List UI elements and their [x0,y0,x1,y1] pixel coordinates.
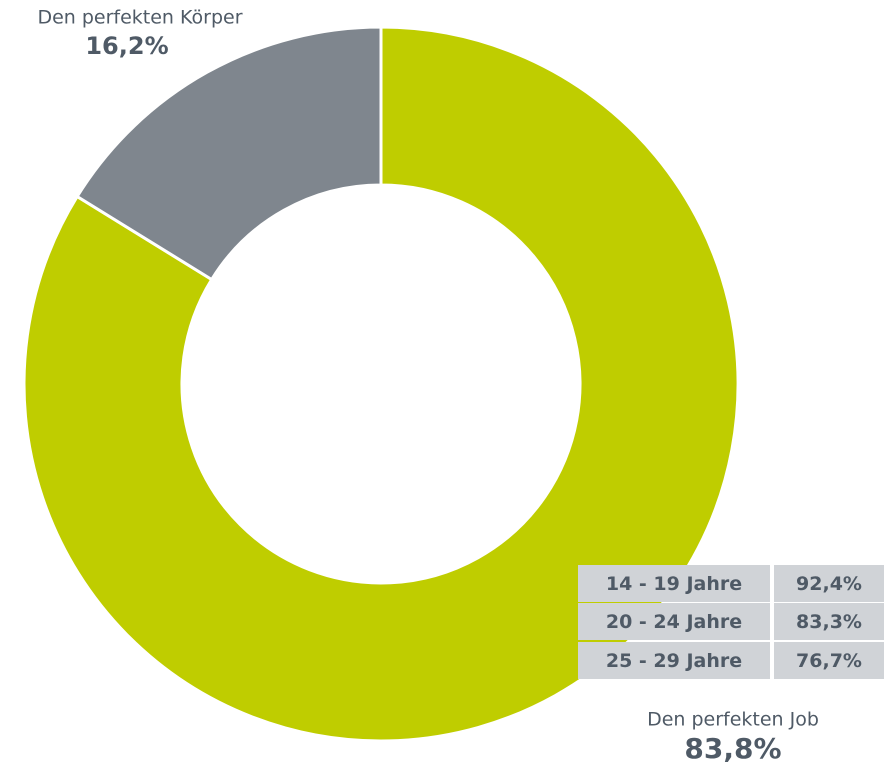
donut-slice [75,25,383,282]
slice-value-label: 83,8% [684,732,781,765]
table-text: 92,4% [796,573,862,595]
table-cell [774,565,884,602]
slice-label: Den perfekten Job [647,709,819,731]
table-text: 76,7% [796,650,862,672]
slice-value-label: 16,2% [85,32,168,60]
table-text: 20 - 24 Jahre [606,611,742,633]
table-text: 14 - 19 Jahre [606,573,742,595]
table-text: 83,3% [796,611,862,633]
table-text: 25 - 29 Jahre [606,650,742,672]
slice-label: Den perfekten Körper [37,7,242,29]
donut-slice [22,25,740,743]
table-cell [578,603,770,640]
table-cell [774,642,884,679]
table-cell [578,642,770,679]
table-cell [774,603,884,640]
table-cell [578,565,770,602]
